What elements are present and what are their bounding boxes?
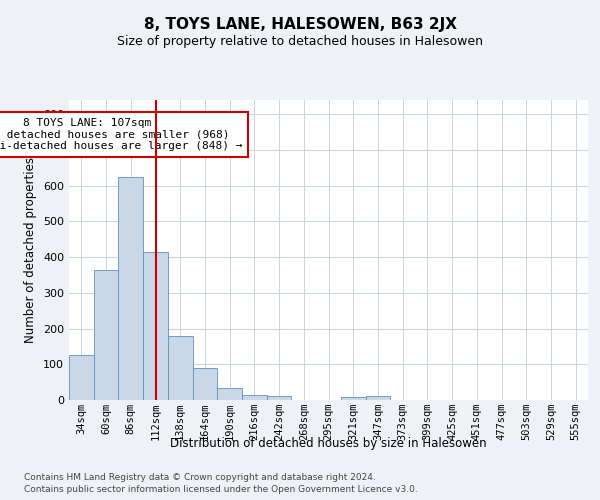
Text: Size of property relative to detached houses in Halesowen: Size of property relative to detached ho… [117, 35, 483, 48]
Bar [118, 177, 143, 400]
Text: Contains HM Land Registry data © Crown copyright and database right 2024.: Contains HM Land Registry data © Crown c… [24, 472, 376, 482]
Bar [267, 396, 292, 400]
Bar [341, 397, 365, 400]
Bar [69, 356, 94, 400]
Bar [143, 252, 168, 400]
Text: Contains public sector information licensed under the Open Government Licence v3: Contains public sector information licen… [24, 485, 418, 494]
Bar [168, 336, 193, 400]
Bar [193, 368, 217, 400]
Text: 8, TOYS LANE, HALESOWEN, B63 2JX: 8, TOYS LANE, HALESOWEN, B63 2JX [143, 18, 457, 32]
Text: 8 TOYS LANE: 107sqm
← 52% of detached houses are smaller (968)
46% of semi-detac: 8 TOYS LANE: 107sqm ← 52% of detached ho… [0, 118, 243, 151]
Text: Distribution of detached houses by size in Halesowen: Distribution of detached houses by size … [170, 438, 487, 450]
Bar [365, 396, 390, 400]
Bar [94, 270, 118, 400]
Bar [242, 394, 267, 400]
Y-axis label: Number of detached properties: Number of detached properties [25, 157, 37, 343]
Bar [217, 388, 242, 400]
